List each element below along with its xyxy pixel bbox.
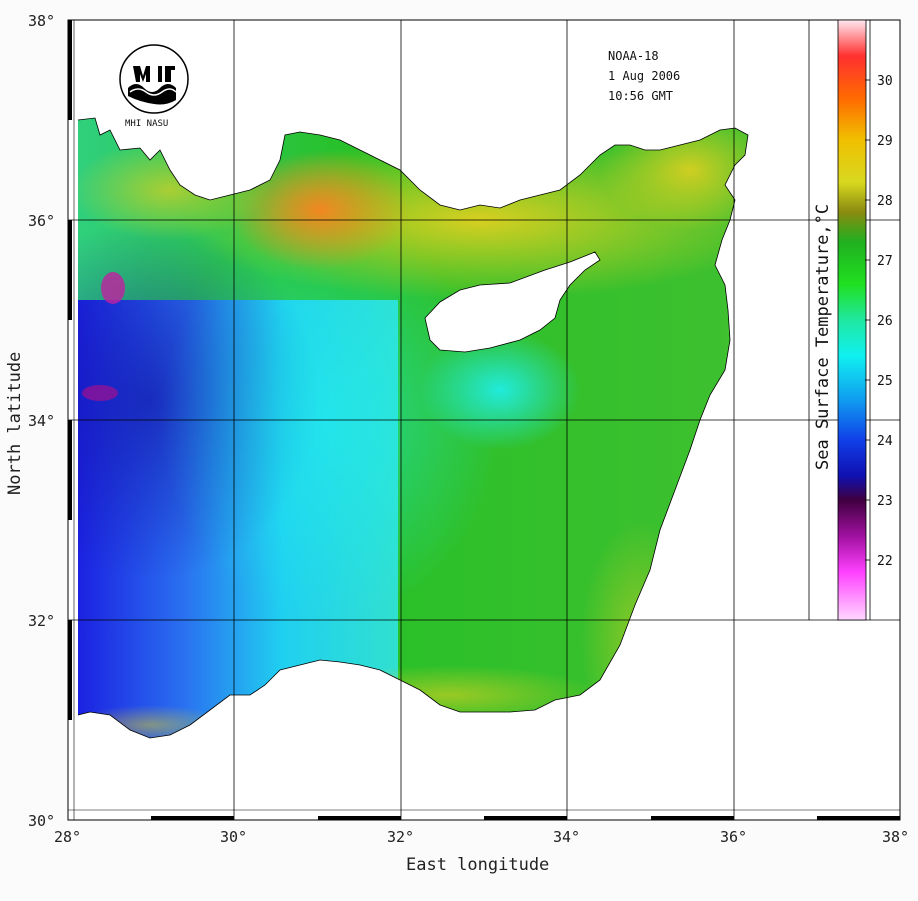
colorbar-label-27: 27 xyxy=(877,254,893,269)
cyprus-island xyxy=(424,251,601,353)
y-tick-34: 34° xyxy=(28,412,55,430)
satellite-info: NOAA-18 1 Aug 2006 10:56 GMT xyxy=(608,49,680,103)
y-axis-title: North latitude xyxy=(5,352,25,495)
y-tick-labels: 30° 32° 34° 36° 38° xyxy=(28,12,55,830)
satellite-name: NOAA-18 xyxy=(608,49,659,63)
acquisition-date: 1 Aug 2006 xyxy=(608,69,680,83)
colorbar-label-23: 23 xyxy=(877,494,893,509)
colorbar-label-29: 29 xyxy=(877,134,893,149)
acquisition-time: 10:56 GMT xyxy=(608,89,673,103)
x-axis-title: East longitude xyxy=(406,855,549,875)
mhi-nasu-wave-logo-icon xyxy=(119,44,189,114)
graticule xyxy=(68,20,900,820)
y-tick-32: 32° xyxy=(28,612,55,630)
colorbar-label-25: 25 xyxy=(877,374,893,389)
colorbar-label-24: 24 xyxy=(877,434,893,449)
x-tick-28: 28° xyxy=(54,828,81,846)
bottom-scale-bar xyxy=(68,809,900,820)
coastline xyxy=(77,117,749,739)
colorbar-labels: 30 29 28 27 26 25 24 23 22 xyxy=(877,74,893,569)
colorbar-label-30: 30 xyxy=(877,74,893,89)
colorbar-label-22: 22 xyxy=(877,554,893,569)
left-scale-bar xyxy=(68,20,75,820)
x-tick-34: 34° xyxy=(553,828,580,846)
y-tick-36: 36° xyxy=(28,212,55,230)
colorbar-label-26: 26 xyxy=(877,314,893,329)
colorbar-label-28: 28 xyxy=(877,194,893,209)
x-tick-32: 32° xyxy=(387,828,414,846)
y-tick-30: 30° xyxy=(28,812,55,830)
logo-label: MHI NASU xyxy=(125,119,168,129)
sst-colorbar xyxy=(837,19,867,621)
colorbar-title: Sea Surface Temperature,°C xyxy=(813,204,833,470)
colorbar-ticks xyxy=(865,79,870,561)
x-tick-labels: 28° 30° 32° 34° 36° 38° xyxy=(54,828,909,846)
x-tick-30: 30° xyxy=(220,828,247,846)
x-tick-38: 38° xyxy=(882,828,909,846)
x-tick-36: 36° xyxy=(720,828,747,846)
y-tick-38: 38° xyxy=(28,12,55,30)
